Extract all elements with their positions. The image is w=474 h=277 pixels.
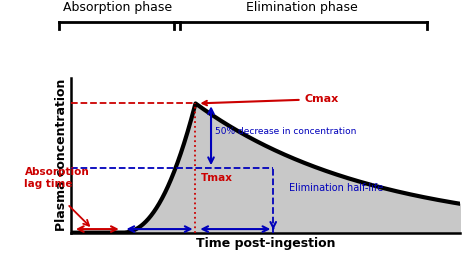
Text: Elimination half-life: Elimination half-life xyxy=(289,183,383,193)
Y-axis label: Plasma concentration: Plasma concentration xyxy=(55,79,68,231)
Text: 50% decrease in concentration: 50% decrease in concentration xyxy=(215,127,356,136)
Text: Elimination phase: Elimination phase xyxy=(246,1,357,14)
Text: Tmax: Tmax xyxy=(201,173,233,183)
X-axis label: Time post-ingestion: Time post-ingestion xyxy=(196,237,335,250)
Text: Cmax: Cmax xyxy=(202,94,338,105)
Text: Absorption
lag time: Absorption lag time xyxy=(25,167,89,189)
Text: Absorption phase: Absorption phase xyxy=(64,1,173,14)
